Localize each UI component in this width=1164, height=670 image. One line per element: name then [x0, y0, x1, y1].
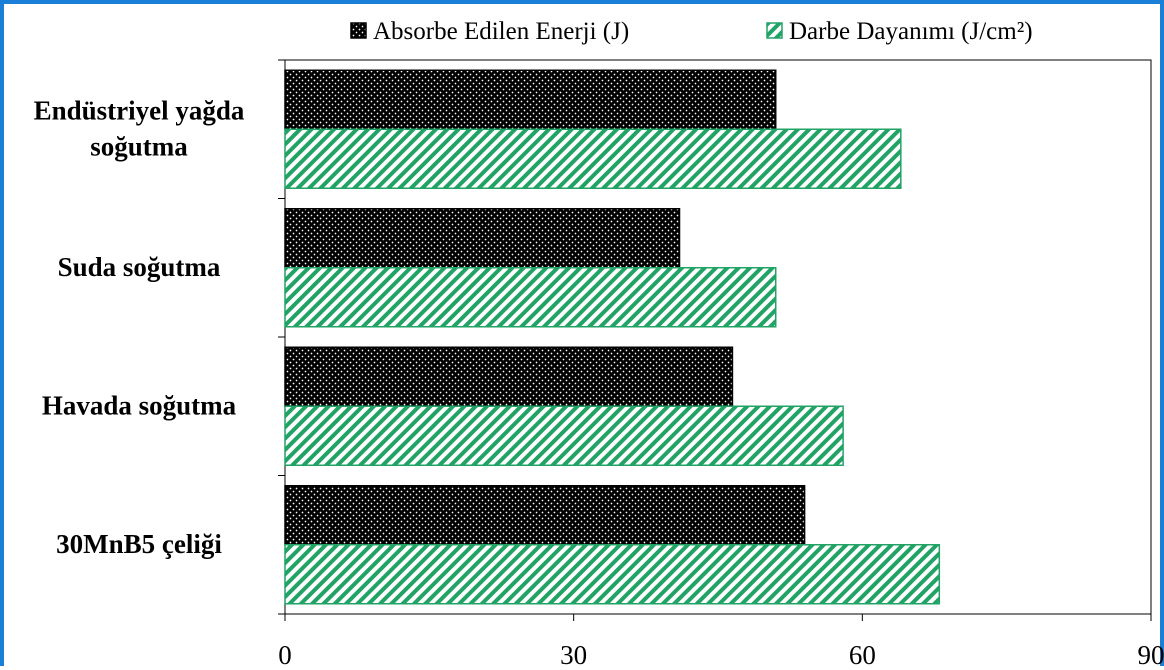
bar-chart: Absorbe Edilen Enerji (J) Darbe Dayanımı … — [4, 4, 1164, 670]
bar-impact-strength-1 — [285, 268, 776, 327]
bar-absorbed-energy-1 — [285, 209, 680, 268]
legend-swatch-1 — [767, 23, 782, 38]
bar-impact-strength-3 — [285, 545, 939, 604]
bar-impact-strength-2 — [285, 406, 843, 465]
legend-label-0: Absorbe Edilen Enerji (J) — [373, 18, 629, 45]
bar-absorbed-energy-0 — [285, 70, 776, 129]
category-label-1: Suda soğutma — [58, 252, 221, 282]
legend-swatch-0 — [351, 23, 366, 38]
legend: Absorbe Edilen Enerji (J) Darbe Dayanımı … — [351, 18, 1033, 45]
legend-label-1: Darbe Dayanımı (J/cm²) — [789, 18, 1033, 45]
bar-impact-strength-0 — [285, 129, 901, 188]
bar-absorbed-energy-3 — [285, 486, 805, 545]
category-label-2: Havada soğutma — [42, 390, 237, 420]
bar-absorbed-energy-2 — [285, 347, 732, 406]
category-label-3: 30MnB5 çeliği — [56, 529, 222, 559]
bars — [285, 70, 939, 604]
